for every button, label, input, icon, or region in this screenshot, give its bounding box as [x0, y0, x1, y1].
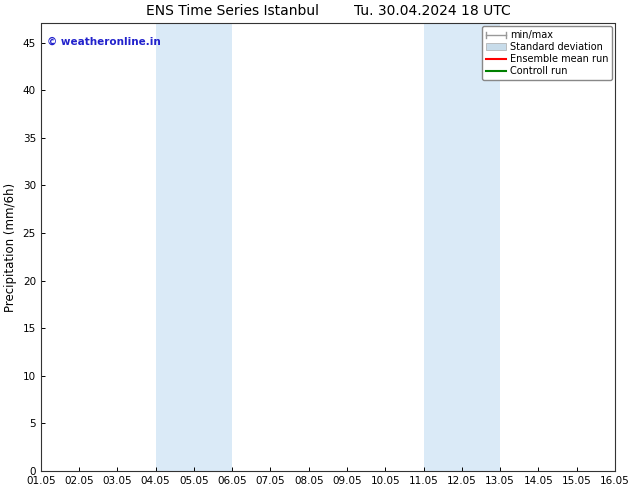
Legend: min/max, Standard deviation, Ensemble mean run, Controll run: min/max, Standard deviation, Ensemble me… [482, 26, 612, 80]
Title: ENS Time Series Istanbul        Tu. 30.04.2024 18 UTC: ENS Time Series Istanbul Tu. 30.04.2024 … [146, 4, 510, 18]
Bar [156, 24, 232, 471]
Text: © weatheronline.in: © weatheronline.in [46, 37, 160, 47]
Bar [424, 24, 500, 471]
Y-axis label: Precipitation (mm/6h): Precipitation (mm/6h) [4, 183, 17, 312]
